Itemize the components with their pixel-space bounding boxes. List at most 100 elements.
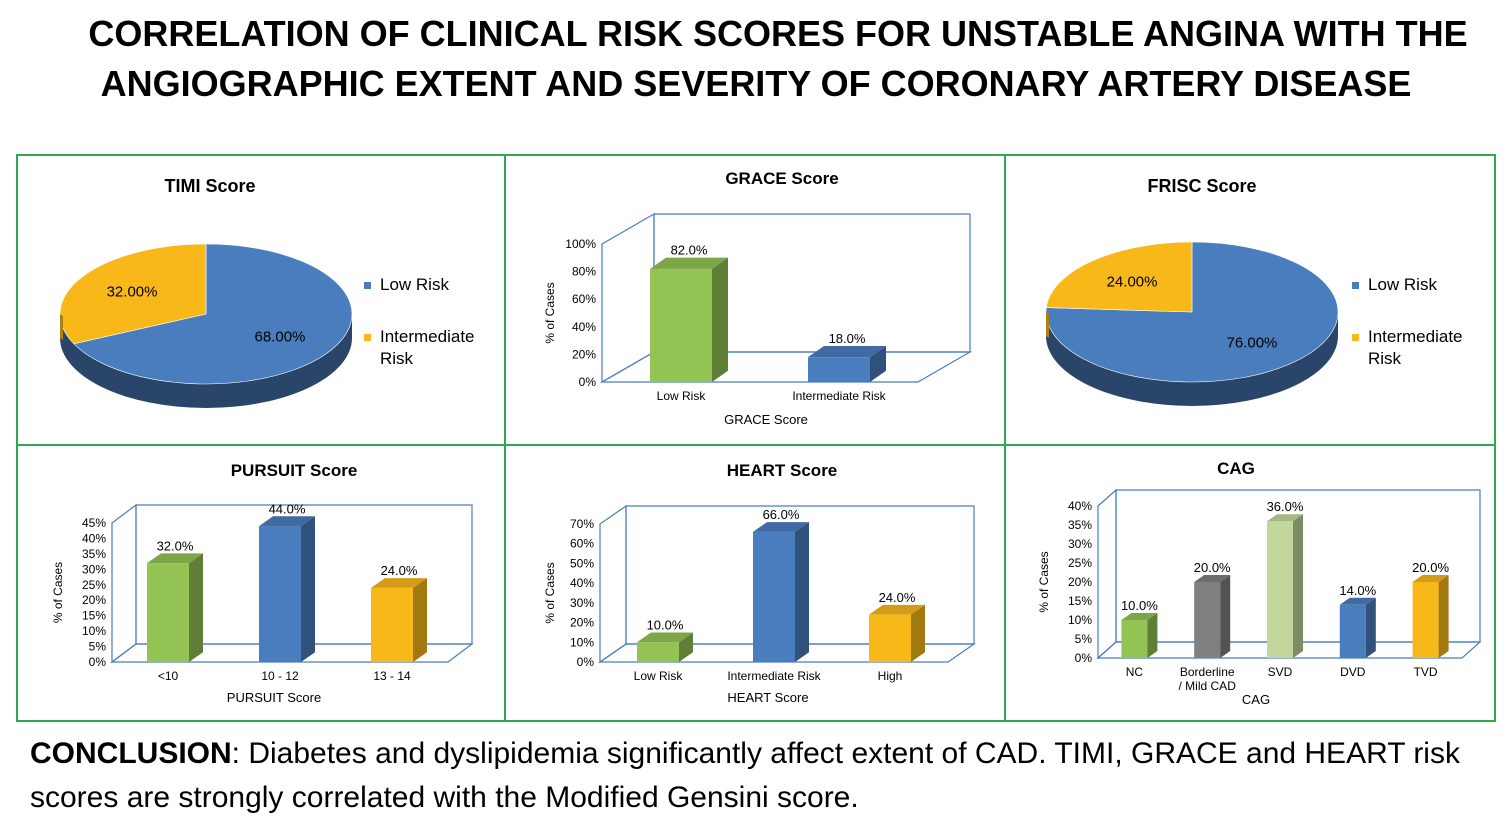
bar-value-label: 36.0% xyxy=(1267,499,1304,514)
y-tick-label: 20% xyxy=(570,616,594,630)
bar-0 xyxy=(650,257,728,382)
x-tick-label: DVD xyxy=(1340,665,1366,679)
grace-bar-chart: GRACE Score 0% 20% 40% 60% 80% 100% % of Cases 8… xyxy=(543,169,973,427)
bar-front xyxy=(637,642,679,662)
y-tick-label: 70% xyxy=(570,517,594,531)
bar-top xyxy=(371,578,427,588)
legend-label-intermediate: Intermediate xyxy=(1368,327,1463,346)
y-tick-label: 10% xyxy=(82,624,106,638)
pie-side-timi xyxy=(60,314,352,408)
y-tick-label: 10% xyxy=(1068,613,1092,627)
legend-label-intermediate: Intermediate xyxy=(380,327,475,346)
bar-side xyxy=(1438,575,1449,658)
pie-side-sliver xyxy=(1046,312,1049,338)
bar-top xyxy=(753,522,809,532)
x-tick-label: Low Risk xyxy=(657,389,707,403)
bar-side xyxy=(1293,514,1303,658)
x-axis-label: CAG xyxy=(1242,692,1270,707)
y-tick-label: 60% xyxy=(570,537,594,551)
bar-top xyxy=(259,516,315,527)
chart-title: TIMI Score xyxy=(164,176,255,196)
bar-side xyxy=(679,632,693,662)
y-tick-label: 40% xyxy=(572,320,596,334)
bar-front xyxy=(1412,582,1439,658)
grace-score-panel: GRACE Score 0% 20% 40% 60% 80% 100% % of Cases 8… xyxy=(504,154,1006,446)
legend-swatch-intermediate-risk xyxy=(1352,334,1359,341)
y-tick-label: 30% xyxy=(82,562,106,576)
y-tick-label: 0% xyxy=(579,375,597,389)
bar-value-label: 24.0% xyxy=(381,563,418,578)
timi-score-panel: TIMI Score 68.00% 32.00% Low Risk Intermedia… xyxy=(16,154,506,446)
x-tick-label: Borderline xyxy=(1180,665,1235,679)
x-tick-label: TVD xyxy=(1414,665,1438,679)
bar-front xyxy=(1121,620,1148,658)
bar-1 xyxy=(808,345,886,382)
legend-label-risk: Risk xyxy=(380,349,414,368)
pie-slice-label: 32.00% xyxy=(107,283,158,300)
y-axis-label: % of Cases xyxy=(543,282,557,343)
bar-value-label: 82.0% xyxy=(671,243,708,258)
bar-side xyxy=(870,345,886,382)
y-tick-label: 30% xyxy=(1068,537,1092,551)
bar-1 xyxy=(1194,575,1231,658)
bar-side xyxy=(301,516,315,662)
bar-front xyxy=(1339,604,1366,658)
x-tick-label: High xyxy=(878,669,903,683)
x-tick-label: Low Risk xyxy=(634,669,684,683)
bar-value-label: 10.0% xyxy=(1121,598,1158,613)
bar-2 xyxy=(1267,514,1303,658)
bar-0 xyxy=(637,632,693,662)
floor xyxy=(598,643,976,663)
page-title-line-1: CORRELATION OF CLINICAL RISK SCORES FOR … xyxy=(88,13,1468,54)
y-tick-label: 80% xyxy=(572,265,596,279)
bar-side xyxy=(413,578,427,662)
frisc-score-panel: FRISC Score 76.00% 24.00% Low Risk Intermedi… xyxy=(1004,154,1496,446)
y-axis-label: % of Cases xyxy=(51,562,65,623)
bar-side xyxy=(1365,597,1376,658)
bar-0 xyxy=(1121,613,1158,658)
pie-slice-label: 68.00% xyxy=(255,329,306,346)
bar-front xyxy=(371,587,413,662)
bar-top xyxy=(1121,613,1158,620)
y-tick-label: 35% xyxy=(82,547,106,561)
x-tick-label: 13 - 14 xyxy=(373,669,411,683)
side-wall xyxy=(1097,488,1117,660)
conclusion-label: CONCLUSION xyxy=(30,737,232,770)
y-tick-label: 40% xyxy=(82,531,106,545)
legend-label-low-risk: Low Risk xyxy=(380,275,449,294)
y-tick-label: 5% xyxy=(89,640,107,654)
x-tick-label: Intermediate Risk xyxy=(727,669,821,683)
cag-bar-chart: CAG 0% 5% 10% 15% 20% 25% 30% 35% 40% % of Cases 10… xyxy=(1037,459,1482,707)
bar-value-label: 14.0% xyxy=(1339,583,1376,598)
bar-side xyxy=(712,257,728,382)
pie-slice-low-risk xyxy=(73,243,353,385)
y-tick-label: 25% xyxy=(82,578,106,592)
y-tick-label: 60% xyxy=(572,292,596,306)
bar-4 xyxy=(1412,575,1449,658)
y-tick-label: 5% xyxy=(1075,632,1093,646)
bar-0 xyxy=(147,553,203,662)
bar-front xyxy=(808,357,870,382)
heart-score-panel: HEART Score 0% 10% 20% 30% 40% 50% 60% 70% % of C… xyxy=(504,444,1006,722)
x-tick-label: SVD xyxy=(1268,665,1293,679)
bar-1 xyxy=(753,522,809,662)
timi-pie-chart: TIMI Score 68.00% 32.00% Low Risk Intermedia… xyxy=(59,176,475,408)
bar-2 xyxy=(869,604,925,662)
y-tick-label: 20% xyxy=(1068,575,1092,589)
y-tick-label: 25% xyxy=(1068,556,1092,570)
legend-swatch-low-risk xyxy=(364,282,371,289)
bar-front xyxy=(259,526,301,662)
bar-side xyxy=(1220,575,1231,658)
legend-label-risk: Risk xyxy=(1368,349,1402,368)
bar-front xyxy=(1267,521,1293,658)
bar-top xyxy=(869,604,925,615)
y-tick-label: 20% xyxy=(82,593,106,607)
pie-slice-label: 24.00% xyxy=(1107,273,1158,290)
side-wall xyxy=(599,504,627,664)
y-axis-label: % of Cases xyxy=(1037,551,1051,612)
bar-value-label: 32.0% xyxy=(157,538,194,553)
y-tick-label: 15% xyxy=(1068,594,1092,608)
y-tick-label: 40% xyxy=(1068,499,1092,513)
y-tick-label: 0% xyxy=(1075,651,1093,665)
cag-panel: CAG 0% 5% 10% 15% 20% 25% 30% 35% 40% % of Cases 10… xyxy=(1004,444,1496,722)
